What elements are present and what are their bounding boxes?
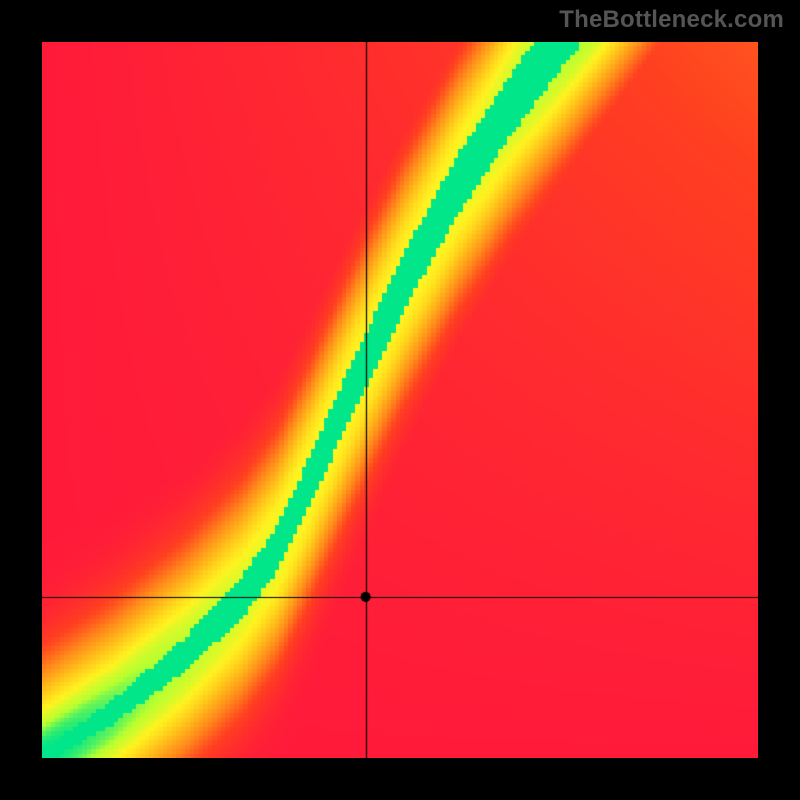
crosshair-overlay [42, 42, 758, 758]
chart-container: TheBottleneck.com [0, 0, 800, 800]
watermark-text: TheBottleneck.com [559, 6, 784, 34]
